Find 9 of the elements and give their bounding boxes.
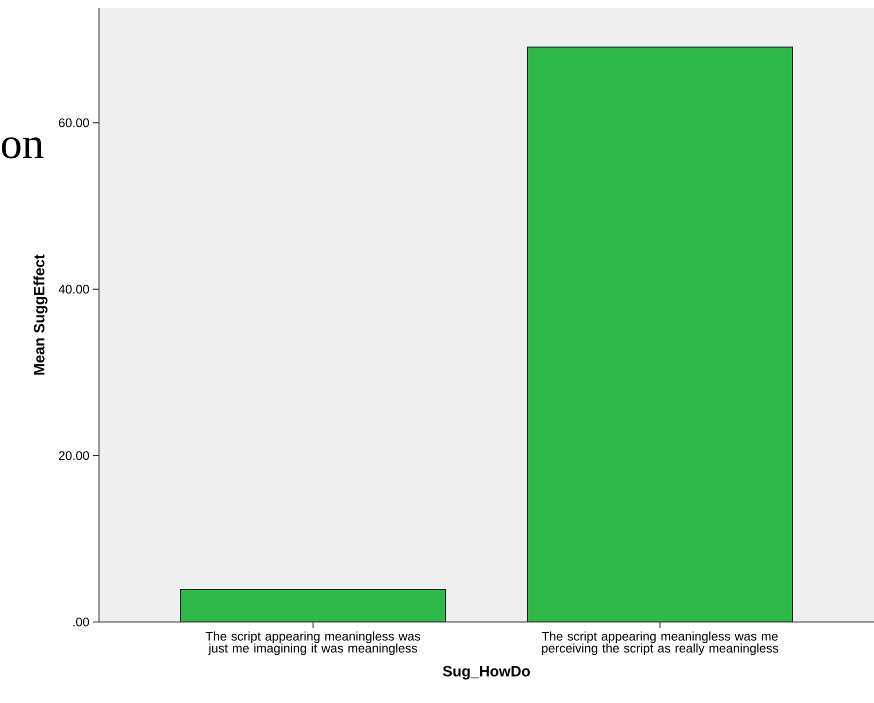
x-axis-title: Sug_HowDo bbox=[442, 666, 530, 680]
y-tick-label: 20.00 bbox=[58, 451, 89, 460]
x-tick-label: The script appearing meaningless was just me imagining it was meaningless bbox=[206, 632, 420, 656]
y-tick-label: 40.00 bbox=[58, 284, 89, 294]
text: on bbox=[2, 137, 44, 158]
y-tick-label: 60.00 bbox=[58, 118, 89, 128]
x-tick-label: The script appearing meaningless was me perceiving the script as really meaningless bbox=[542, 632, 778, 656]
y-axis-title: Mean SuggEffect bbox=[33, 254, 48, 375]
y-tick-label: .00 bbox=[73, 618, 89, 626]
